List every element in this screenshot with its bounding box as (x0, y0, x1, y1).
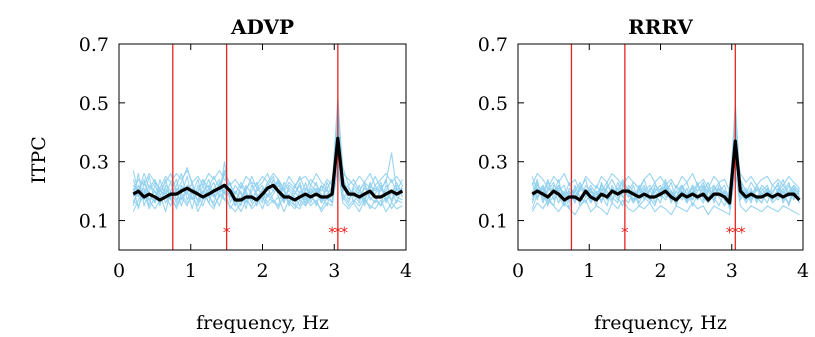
y-tick-labels: 0.1 0.3 0.5 0.7 (79, 34, 109, 233)
x-tick-label: 0 (113, 260, 125, 282)
x-tick-label: 2 (256, 260, 268, 282)
y-tick-label: 0.1 (79, 211, 109, 233)
plot-frame (517, 43, 804, 251)
y-tick-label: 0.5 (478, 93, 508, 115)
x-tick-labels: 0 1 2 3 4 (512, 260, 809, 282)
y-tick-label: 0.3 (79, 152, 109, 174)
significance-marker: * (726, 223, 734, 241)
y-tick-label: 0.3 (478, 152, 508, 174)
significance-marker: * (328, 223, 336, 241)
x-tick-label: 1 (185, 260, 197, 282)
significance-marker: * (334, 223, 342, 241)
x-tick-label: 0 (512, 260, 524, 282)
subject-line (132, 167, 403, 213)
subject-line (531, 169, 800, 216)
significance-markers: * *** (223, 223, 349, 241)
y-axis-label: ITPC (28, 136, 50, 184)
mean-line (531, 139, 801, 205)
subject-line (132, 143, 403, 192)
frequency-marker-lines (570, 44, 736, 250)
chart-title: ADVP (230, 15, 294, 39)
significance-marker: * (738, 223, 746, 241)
y-tick-label: 0.1 (478, 211, 508, 233)
significance-marker: * (732, 223, 740, 241)
subject-line (132, 125, 403, 213)
chart-title: RRRV (628, 15, 693, 39)
x-tick-labels: 0 1 2 3 4 (113, 260, 412, 282)
x-axis-label: frequency, Hz (594, 312, 727, 334)
y-tick-labels: 0.1 0.3 0.5 0.7 (478, 34, 508, 233)
y-tick-label: 0.7 (478, 34, 508, 56)
axis-ticks (118, 43, 407, 250)
subject-line (531, 143, 800, 192)
x-tick-label: 3 (328, 260, 340, 282)
y-tick-label: 0.7 (79, 34, 109, 56)
x-tick-label: 4 (797, 260, 809, 282)
x-tick-label: 2 (654, 260, 666, 282)
subject-line (132, 155, 403, 213)
x-tick-label: 1 (583, 260, 595, 282)
plot-frame (118, 43, 407, 251)
x-tick-label: 3 (726, 260, 738, 282)
axis-ticks (517, 43, 804, 250)
significance-marker: * (621, 223, 629, 241)
significance-marker: * (223, 223, 231, 241)
subject-line (132, 131, 403, 207)
significance-marker: * (341, 223, 349, 241)
x-axis-label: frequency, Hz (196, 312, 329, 334)
subject-line (531, 131, 800, 207)
mean-line-group (132, 136, 404, 202)
y-tick-label: 0.5 (79, 93, 109, 115)
subject-line (132, 111, 403, 195)
significance-markers: * *** (621, 223, 746, 241)
mean-line (132, 136, 404, 202)
mean-line-group (531, 139, 801, 205)
x-tick-label: 4 (400, 260, 412, 282)
frequency-marker-lines (172, 44, 339, 250)
